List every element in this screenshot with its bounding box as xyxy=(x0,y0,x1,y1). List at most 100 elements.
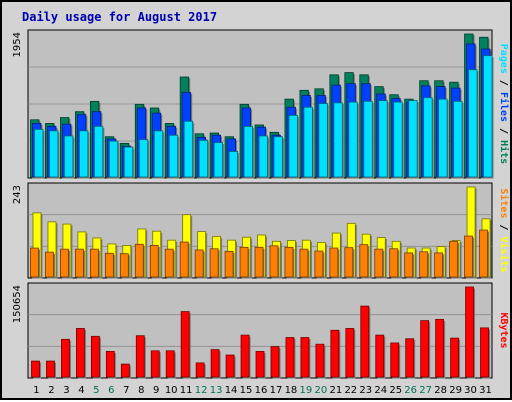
x-tick-label: 27 xyxy=(419,385,432,396)
bar-pages-day-5 xyxy=(93,126,104,178)
y-max-label: 150654 xyxy=(12,285,23,323)
x-tick-label: 8 xyxy=(138,385,144,396)
bar-pages-day-26 xyxy=(408,100,418,178)
x-tick-label: 1 xyxy=(33,385,39,396)
x-tick-label: 7 xyxy=(123,385,129,396)
bar-pages-day-17 xyxy=(273,136,283,178)
bar-pages-day-22 xyxy=(348,101,358,178)
panel-hits-files-pages: 1954 Pages / Files / Hits xyxy=(12,29,510,179)
bar-sites-day-17 xyxy=(269,245,279,278)
x-tick-label: 21 xyxy=(329,385,342,396)
bar-sites-day-18 xyxy=(284,246,294,278)
bar-pages-day-18 xyxy=(288,114,298,178)
legend-entry: Pages xyxy=(498,44,509,74)
x-tick-label: 18 xyxy=(285,385,298,396)
bar-pages-day-21 xyxy=(333,102,343,178)
bar-kbytes-day-7 xyxy=(120,363,130,378)
bar-kbytes-day-17 xyxy=(270,346,280,378)
bar-sites-day-12 xyxy=(194,249,204,278)
bar-pages-day-16 xyxy=(258,135,268,178)
bar-kbytes-day-29 xyxy=(450,337,459,378)
bar-sites-day-24 xyxy=(374,248,384,278)
bar-sites-day-19 xyxy=(299,248,309,278)
bar-sites-day-29 xyxy=(449,240,458,278)
bar-sites-day-13 xyxy=(209,248,219,278)
bar-pages-day-13 xyxy=(213,142,224,178)
bar-sites-day-21 xyxy=(329,247,339,278)
x-tick-label: 23 xyxy=(359,385,372,396)
bar-kbytes-day-14 xyxy=(225,354,235,378)
bar-sites-day-23 xyxy=(359,244,369,278)
bar-sites-day-5 xyxy=(89,248,99,278)
bar-sites-day-25 xyxy=(389,248,399,278)
chart-title: Daily usage for August 2017 xyxy=(22,10,217,24)
x-tick-label: 28 xyxy=(434,385,447,396)
legend-entry: Visits xyxy=(498,237,510,273)
y-max-label: 243 xyxy=(12,185,23,204)
legend-entry: / xyxy=(498,122,509,140)
x-tick-label: 14 xyxy=(225,385,238,396)
bar-kbytes-day-23 xyxy=(360,305,370,378)
bar-kbytes-day-9 xyxy=(150,350,160,378)
x-tick-label: 3 xyxy=(63,385,69,396)
x-tick-label: 29 xyxy=(449,385,462,396)
bar-sites-day-10 xyxy=(164,248,174,278)
bar-kbytes-day-1 xyxy=(31,360,40,378)
bar-pages-day-9 xyxy=(153,130,164,178)
bar-kbytes-day-10 xyxy=(165,350,175,378)
bar-pages-day-14 xyxy=(228,151,238,178)
bar-pages-day-19 xyxy=(303,106,313,178)
legend-entry: / xyxy=(498,218,509,236)
bar-sites-day-3 xyxy=(60,248,69,278)
bar-pages-day-15 xyxy=(243,126,253,178)
x-tick-label: 25 xyxy=(389,385,402,396)
x-tick-label: 2 xyxy=(48,385,54,396)
legend-entry: Files xyxy=(498,92,510,122)
bar-kbytes-day-12 xyxy=(195,362,205,378)
bar-kbytes-day-2 xyxy=(46,360,55,378)
legend-entry: Hits xyxy=(498,140,510,164)
bar-pages-day-24 xyxy=(378,100,388,178)
x-tick-label: 26 xyxy=(404,385,417,396)
bar-pages-day-6 xyxy=(108,140,119,178)
bar-pages-day-10 xyxy=(168,134,179,178)
x-axis-day-labels: 1 2 3 4 5 6 7 8 9 10 11 12 13 14 15 16 17 18 19 20 21 22 23 24 2… xyxy=(33,385,492,396)
x-tick-label: 9 xyxy=(153,385,159,396)
y-max-label: 1954 xyxy=(12,32,23,57)
bar-kbytes-day-18 xyxy=(285,337,295,378)
bar-kbytes-day-13 xyxy=(210,349,220,378)
bar-kbytes-day-24 xyxy=(375,334,385,378)
bar-pages-day-11 xyxy=(183,120,194,178)
x-tick-label: 16 xyxy=(255,385,268,396)
bar-sites-day-31 xyxy=(479,229,488,278)
bar-kbytes-day-8 xyxy=(135,335,145,378)
bar-sites-day-7 xyxy=(119,253,129,278)
bar-sites-day-28 xyxy=(434,252,444,278)
bar-pages-day-12 xyxy=(198,140,209,178)
x-tick-label: 12 xyxy=(195,385,208,396)
legend-entry: Sites xyxy=(498,188,510,218)
legend-kbytes: KBytes xyxy=(498,312,509,348)
bar-kbytes-day-22 xyxy=(345,328,355,378)
bar-sites-day-14 xyxy=(224,251,234,278)
legend-hits-files-pages: Pages / Files / Hits xyxy=(498,44,510,164)
bar-pages-day-28 xyxy=(438,98,448,178)
x-tick-label: 19 xyxy=(300,385,313,396)
legend-entry: KBytes xyxy=(498,312,509,348)
bar-kbytes-day-25 xyxy=(390,342,400,378)
bar-sites-day-22 xyxy=(344,247,354,278)
legend-visits-sites: Sites / Visits xyxy=(498,188,510,272)
bar-sites-day-27 xyxy=(419,251,429,278)
x-tick-label: 6 xyxy=(108,385,114,396)
bar-sites-day-11 xyxy=(179,241,189,278)
bar-kbytes-day-19 xyxy=(300,337,310,378)
bar-sites-day-30 xyxy=(464,235,473,278)
bar-kbytes-day-20 xyxy=(315,343,325,378)
bar-kbytes-day-11 xyxy=(180,311,190,378)
x-tick-label: 24 xyxy=(374,385,387,396)
bar-pages-day-1 xyxy=(34,128,44,178)
bar-sites-day-6 xyxy=(104,252,114,278)
bar-kbytes-day-6 xyxy=(105,351,115,378)
bar-kbytes-day-27 xyxy=(420,320,430,378)
